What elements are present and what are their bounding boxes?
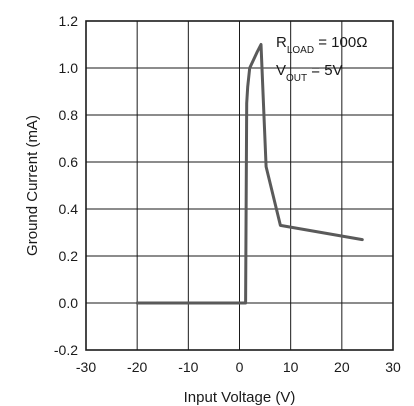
plot-frame [85,20,394,351]
y-tick-label: -0.2 [54,342,78,358]
y-tick-label: 1.0 [59,60,79,76]
y-tick-label: 0.4 [59,201,79,217]
annotation-rload-sub: LOAD [287,45,314,56]
annotation-vout-main: V [276,62,286,79]
y-tick-label: 0.2 [59,248,79,264]
x-tick-label: 30 [385,359,401,375]
y-tick-label: 0.6 [59,154,79,170]
x-tick-label: 20 [334,359,350,375]
series-line [135,43,364,305]
y-tick-label: 0.8 [59,107,79,123]
x-tick-labels: -30 -20 -10 0 10 20 30 [76,359,401,375]
x-axis-title: Input Voltage (V) [184,389,296,406]
annotation-vout: VOUT = 5V [276,62,343,84]
x-tick-label: 10 [283,359,299,375]
annotation-vout-sub: OUT [286,73,307,84]
x-tick-label: -30 [76,359,96,375]
annotation-rload: RLOAD = 100Ω [276,34,367,56]
annotation-rload-value: = 100Ω [314,34,367,51]
annotation-rload-main: R [276,34,287,51]
annotation-vout-value: = 5V [307,62,342,79]
x-tick-label: 0 [236,359,244,375]
y-tick-label: 0.0 [59,295,79,311]
y-tick-label: 1.2 [59,13,79,29]
x-tick-label: -10 [178,359,198,375]
series-group [135,43,364,305]
y-axis-title: Ground Current (mA) [24,115,41,256]
x-tick-label: -20 [127,359,147,375]
y-tick-labels: -0.2 0.0 0.2 0.4 0.6 0.8 1.0 1.2 [54,13,78,358]
